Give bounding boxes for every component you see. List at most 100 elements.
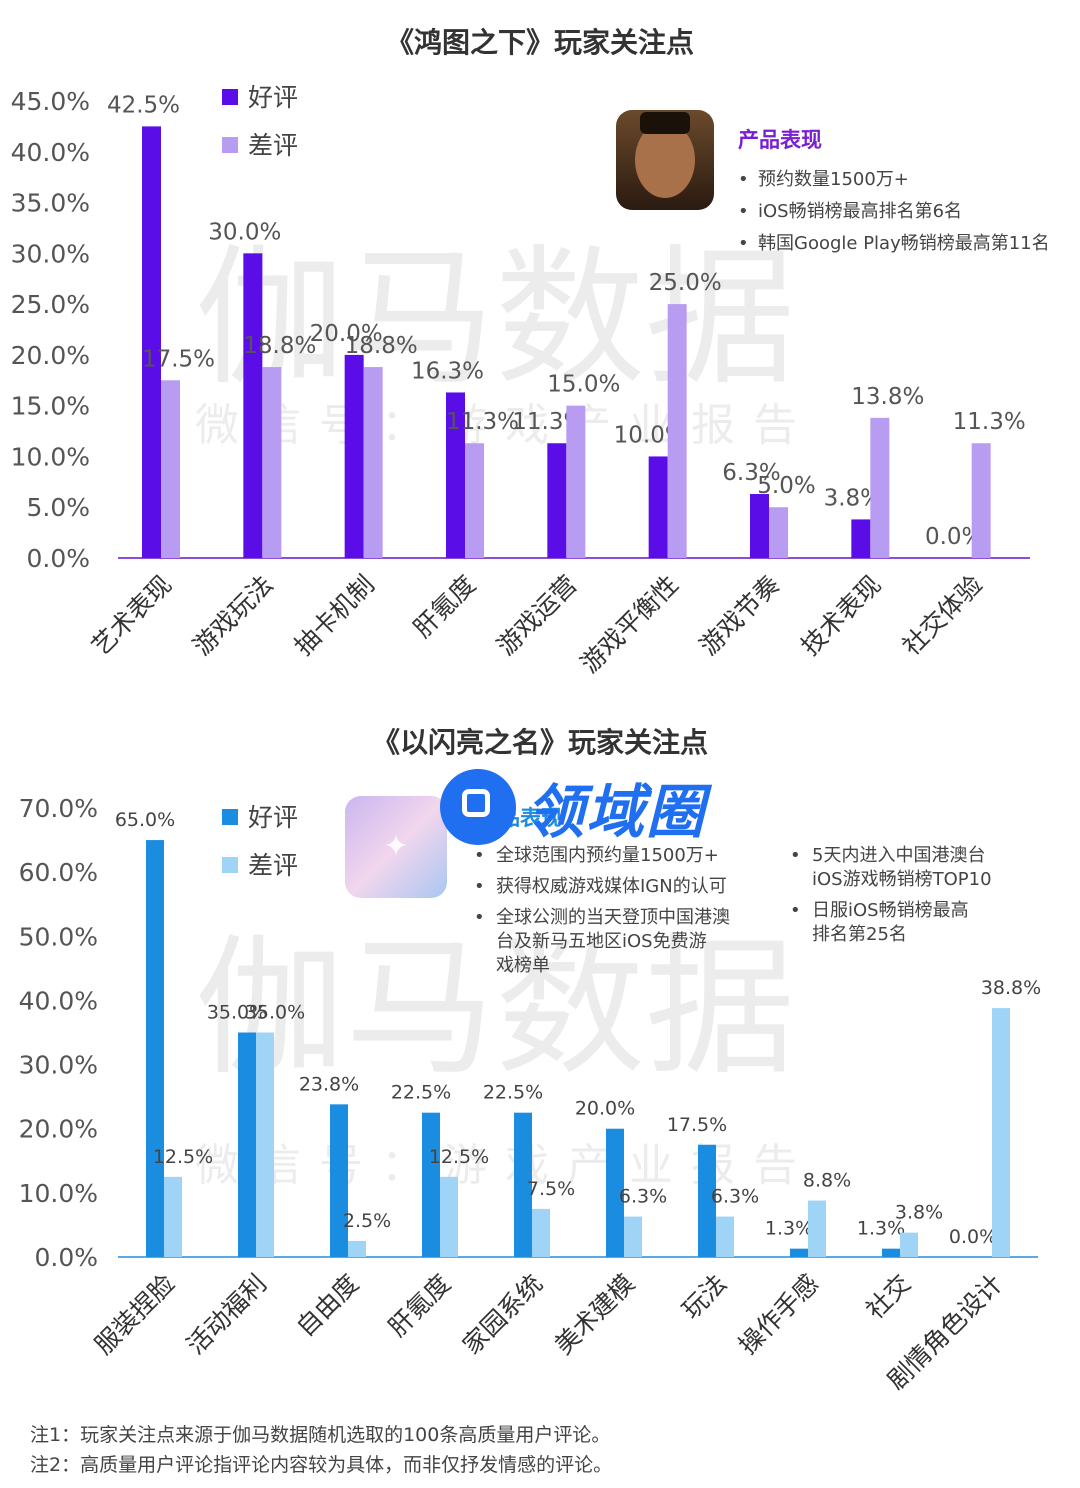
info-bullet: • — [474, 876, 485, 897]
data-label: 35.0% — [245, 1002, 305, 1024]
bar-positive — [606, 1128, 624, 1257]
bar-positive — [446, 392, 465, 558]
bar-negative — [624, 1216, 642, 1257]
info-bullet: • — [738, 233, 749, 254]
bar-positive — [698, 1144, 716, 1257]
bar-negative — [716, 1216, 734, 1257]
bar-negative — [769, 507, 788, 558]
info-bullet: • — [474, 845, 485, 866]
bar-negative — [971, 443, 991, 558]
bar-positive — [882, 1248, 900, 1257]
bar-negative — [992, 1008, 1010, 1257]
y-tick-label: 10.0% — [11, 442, 90, 471]
bar-positive — [514, 1112, 532, 1257]
data-label: 65.0% — [115, 809, 175, 831]
chart1-info-title: 产品表现 — [738, 128, 822, 152]
data-label: 18.8% — [345, 333, 418, 359]
y-tick-label: 10.0% — [19, 1179, 98, 1208]
data-label: 7.5% — [527, 1178, 575, 1200]
data-label: 17.5% — [667, 1114, 727, 1136]
y-tick-label: 20.0% — [19, 1115, 98, 1144]
bar-negative — [870, 417, 890, 558]
y-tick-label: 70.0% — [19, 794, 98, 823]
data-label: 6.3% — [619, 1186, 667, 1208]
y-tick-label: 25.0% — [11, 290, 90, 319]
bar-positive — [851, 519, 871, 558]
y-tick-label: 40.0% — [11, 138, 90, 167]
data-label: 1.3% — [765, 1218, 813, 1240]
data-label: 17.5% — [142, 346, 215, 372]
bar-positive — [344, 354, 364, 558]
bar-negative — [465, 443, 484, 558]
watermark-small-2: 微信号：游戏产业报告 — [195, 1140, 815, 1191]
y-tick-label: 60.0% — [19, 858, 98, 887]
data-label: 42.5% — [107, 92, 180, 118]
x-category-label: 活动福利 — [181, 1269, 272, 1360]
data-label: 1.3% — [857, 1218, 905, 1240]
info-item: 全球范围内预约量1500万+ — [496, 845, 719, 866]
x-category-label: 自由度 — [291, 1269, 365, 1343]
data-label: 6.3% — [722, 460, 780, 486]
info-item: 韩国Google Play畅销榜最高第11名 — [758, 233, 1050, 254]
data-label: 20.0% — [575, 1098, 635, 1120]
chart-shanliang: 《以闪亮之名》玩家关注点 伽马数据 微信号：游戏产业报告 0.0% 10.0% 20… — [19, 726, 1042, 1395]
x-category-label: 操作手感 — [733, 1269, 824, 1360]
x-category-label: 抽卡机制 — [289, 570, 380, 661]
chart2-title: 《以闪亮之名》玩家关注点 — [372, 726, 708, 759]
legend-label: 好评 — [248, 83, 298, 112]
game-icon-shanliang — [345, 796, 447, 898]
y-tick-label: 15.0% — [11, 392, 90, 421]
bar-negative — [363, 367, 383, 558]
y-tick-label: 30.0% — [11, 239, 90, 268]
bar-negative — [900, 1232, 918, 1257]
bar-negative — [667, 304, 687, 558]
data-label: 18.8% — [243, 333, 316, 359]
watermark-big: 伽马数据 — [195, 232, 795, 406]
y-tick-label: 0.0% — [26, 544, 90, 573]
bar-positive — [547, 443, 567, 558]
data-label: 30.0% — [208, 219, 281, 245]
badge-logo-icon — [440, 769, 516, 845]
data-label: 38.8% — [981, 977, 1041, 999]
data-label: 22.5% — [391, 1082, 451, 1104]
legend-label: 好评 — [248, 803, 298, 832]
data-label: 6.3% — [711, 1186, 759, 1208]
bar-negative — [566, 405, 586, 558]
data-label: 3.8% — [895, 1202, 943, 1224]
legend-label: 差评 — [248, 851, 298, 880]
y-tick-label: 20.0% — [11, 341, 90, 370]
data-label: 22.5% — [483, 1082, 543, 1104]
x-category-label: 游戏玩法 — [187, 570, 278, 661]
data-label: 35.0% — [207, 1002, 267, 1024]
x-category-label: 家园系统 — [457, 1269, 548, 1360]
bar-negative — [256, 1032, 274, 1257]
x-category-label: 服装捏脸 — [89, 1269, 180, 1360]
bar-positive — [243, 253, 263, 559]
data-label: 5.0% — [757, 473, 815, 499]
y-tick-label: 40.0% — [19, 986, 98, 1015]
bar-positive — [648, 456, 668, 558]
bar-positive — [330, 1104, 348, 1257]
y-tick-label: 5.0% — [26, 493, 90, 522]
x-category-label: 美术建模 — [549, 1269, 640, 1360]
info-item: 获得权威游戏媒体IGN的认可 — [496, 876, 727, 897]
x-category-label: 游戏平衡性 — [575, 570, 684, 679]
note-2: 注2：高质量用户评论指评论内容较为具体，而非仅抒发情感的评论。 — [30, 1454, 613, 1476]
bar-negative — [808, 1200, 826, 1257]
y-tick-label: 0.0% — [34, 1243, 98, 1272]
legend-swatch — [222, 809, 238, 825]
info-item: iOS畅销榜最高排名第6名 — [758, 201, 962, 222]
bar-positive — [422, 1112, 440, 1257]
bar-negative — [440, 1176, 458, 1257]
data-label: 12.5% — [153, 1146, 213, 1168]
legend-swatch — [222, 857, 238, 873]
info-item: 日服iOS畅销榜最高排名第25名 — [812, 900, 969, 945]
note-1: 注1：玩家关注点来源于伽马数据随机选取的100条高质量用户评论。 — [30, 1424, 611, 1446]
x-category-label: 艺术表现 — [86, 570, 177, 661]
x-category-label: 社交体验 — [897, 570, 988, 661]
bar-positive — [238, 1032, 256, 1257]
info-item: 全球公测的当天登顶中国港澳台及新马五地区iOS免费游戏榜单 — [496, 907, 730, 976]
info-bullet: • — [738, 169, 749, 190]
info-bullet: • — [738, 201, 749, 222]
